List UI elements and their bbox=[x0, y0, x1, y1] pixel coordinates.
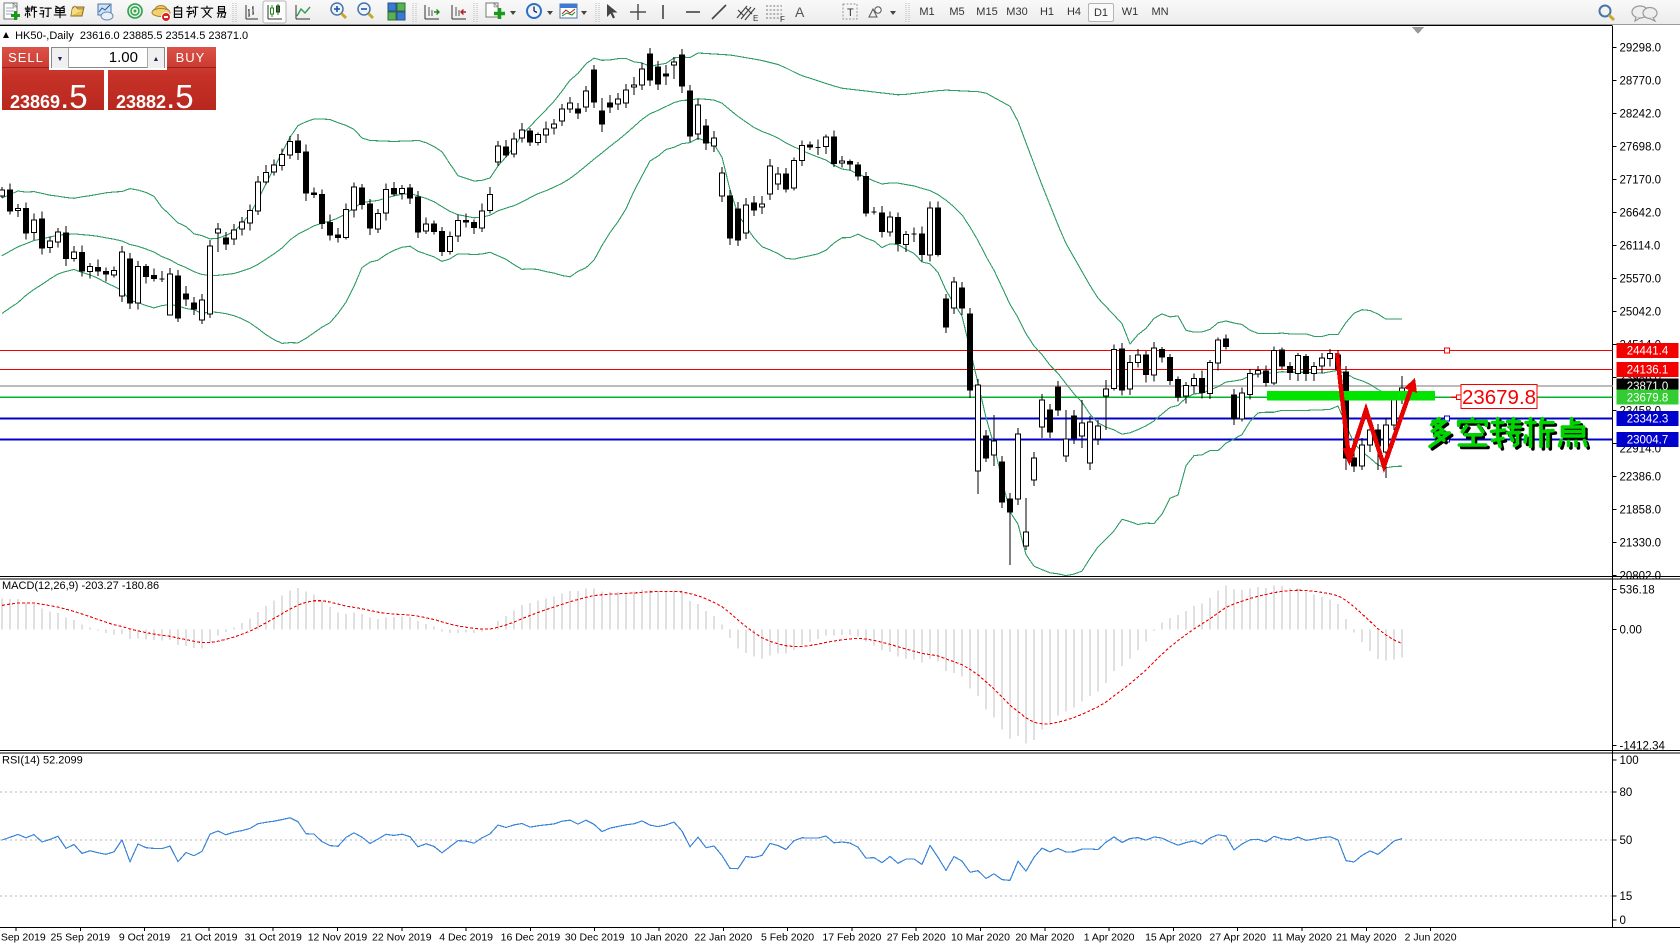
svg-text:20 Mar 2020: 20 Mar 2020 bbox=[1015, 932, 1074, 944]
svg-text:11 May 2020: 11 May 2020 bbox=[1272, 932, 1332, 944]
svg-text:25 Sep 2019: 25 Sep 2019 bbox=[51, 932, 111, 944]
svg-text:F: F bbox=[780, 15, 785, 24]
svg-text:100: 100 bbox=[1620, 755, 1639, 767]
svg-text:23004.7: 23004.7 bbox=[1627, 435, 1669, 447]
svg-text:26114.0: 26114.0 bbox=[1620, 241, 1661, 253]
svg-text:23679.8: 23679.8 bbox=[1462, 386, 1536, 409]
svg-text:-1412.34: -1412.34 bbox=[1620, 741, 1666, 753]
svg-text:23342.3: 23342.3 bbox=[1627, 414, 1669, 426]
svg-text:RSI(14) 52.2099: RSI(14) 52.2099 bbox=[2, 755, 83, 767]
svg-text:80: 80 bbox=[1620, 787, 1633, 799]
svg-text:27 Apr 2020: 27 Apr 2020 bbox=[1209, 932, 1266, 944]
svg-text:5 Feb 2020: 5 Feb 2020 bbox=[761, 932, 814, 944]
svg-text:27698.0: 27698.0 bbox=[1620, 142, 1662, 154]
svg-text:0.00: 0.00 bbox=[1620, 625, 1642, 637]
svg-text:21 May 2020: 21 May 2020 bbox=[1336, 932, 1397, 944]
svg-text:17 Feb 2020: 17 Feb 2020 bbox=[822, 932, 881, 944]
svg-text:4 Dec 2019: 4 Dec 2019 bbox=[439, 932, 493, 944]
svg-text:22386.0: 22386.0 bbox=[1620, 472, 1662, 484]
svg-text:28242.0: 28242.0 bbox=[1620, 109, 1662, 121]
svg-text:50: 50 bbox=[1620, 835, 1633, 847]
svg-text:10 Mar 2020: 10 Mar 2020 bbox=[951, 932, 1010, 944]
svg-text:A: A bbox=[795, 4, 805, 20]
svg-text:20802.0: 20802.0 bbox=[1620, 571, 1662, 583]
svg-text:22 Jan 2020: 22 Jan 2020 bbox=[694, 932, 752, 944]
svg-text:21330.0: 21330.0 bbox=[1620, 538, 1662, 550]
svg-text:536.18: 536.18 bbox=[1620, 585, 1655, 597]
svg-text:30 Dec 2019: 30 Dec 2019 bbox=[565, 932, 625, 944]
svg-text:13 Sep 2019: 13 Sep 2019 bbox=[0, 932, 46, 944]
svg-text:23679.8: 23679.8 bbox=[1627, 392, 1669, 404]
svg-text:10 Jan 2020: 10 Jan 2020 bbox=[630, 932, 688, 944]
svg-text:15: 15 bbox=[1620, 891, 1633, 903]
svg-text:MACD(12,26,9) -203.27 -180.86: MACD(12,26,9) -203.27 -180.86 bbox=[2, 580, 159, 592]
svg-text:31 Oct 2019: 31 Oct 2019 bbox=[245, 932, 302, 944]
svg-text:28770.0: 28770.0 bbox=[1620, 76, 1662, 88]
svg-text:1 Apr 2020: 1 Apr 2020 bbox=[1084, 932, 1135, 944]
svg-text:22 Nov 2019: 22 Nov 2019 bbox=[372, 932, 432, 944]
svg-text:21 Oct 2019: 21 Oct 2019 bbox=[180, 932, 237, 944]
svg-text:E: E bbox=[753, 14, 758, 23]
svg-text:2 Jun 2020: 2 Jun 2020 bbox=[1405, 932, 1457, 944]
svg-text:27 Feb 2020: 27 Feb 2020 bbox=[887, 932, 946, 944]
svg-text:15 Apr 2020: 15 Apr 2020 bbox=[1145, 932, 1202, 944]
svg-text:29298.0: 29298.0 bbox=[1620, 43, 1662, 55]
svg-text:16 Dec 2019: 16 Dec 2019 bbox=[501, 932, 561, 944]
svg-text:25570.0: 25570.0 bbox=[1620, 274, 1662, 286]
svg-text:9 Oct 2019: 9 Oct 2019 bbox=[119, 932, 171, 944]
svg-text:27170.0: 27170.0 bbox=[1620, 175, 1662, 187]
svg-text:24441.4: 24441.4 bbox=[1627, 346, 1669, 358]
svg-text:T: T bbox=[847, 7, 854, 19]
svg-text:26642.0: 26642.0 bbox=[1620, 208, 1662, 220]
svg-text:25042.0: 25042.0 bbox=[1620, 307, 1662, 319]
svg-text:12 Nov 2019: 12 Nov 2019 bbox=[308, 932, 368, 944]
svg-text:21858.0: 21858.0 bbox=[1620, 505, 1662, 517]
svg-text:24136.1: 24136.1 bbox=[1627, 365, 1669, 377]
svg-text:0: 0 bbox=[1620, 915, 1626, 927]
